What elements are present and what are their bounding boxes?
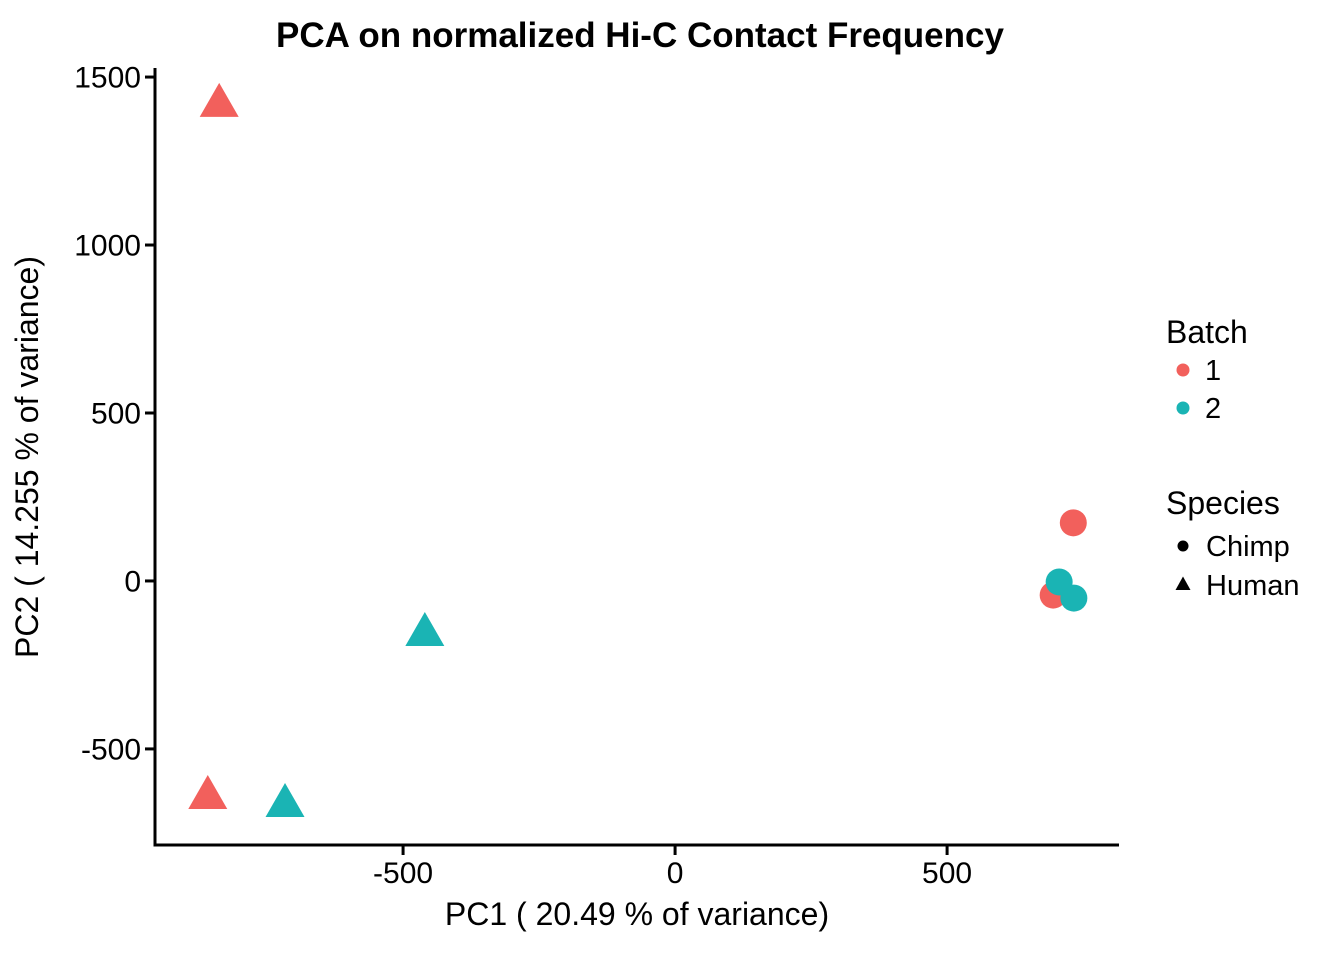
- axis-lines: [153, 68, 1119, 847]
- point-chimp-batch-1: [1059, 509, 1087, 537]
- legend-chimp-circle-icon: [1177, 540, 1189, 552]
- point-human-batch-1: [199, 82, 239, 117]
- chart-title: PCA on normalized Hi-C Contact Frequency: [276, 16, 1004, 55]
- y-tick-label: 500: [91, 397, 141, 430]
- x-tick-label: 0: [667, 857, 684, 890]
- legend-human-triangle-icon: [1175, 576, 1191, 590]
- axes: [153, 68, 1119, 847]
- legend-batch-title: Batch: [1166, 314, 1248, 350]
- x-tick-label: 500: [922, 857, 972, 890]
- legend-species-title: Species: [1166, 485, 1280, 521]
- data-points: [188, 82, 1088, 818]
- axis-ticks: -500 0 500 -500 0 500 1000 1500: [74, 62, 972, 890]
- legend-batch-item-2-label: 2: [1205, 393, 1221, 425]
- legend-batch-item-1-label: 1: [1205, 355, 1221, 387]
- y-tick-label: 0: [124, 565, 141, 598]
- point-human-batch-2: [265, 783, 305, 818]
- legend-species-item-chimp-label: Chimp: [1206, 531, 1290, 563]
- y-tick-label: 1500: [74, 62, 141, 95]
- legend-batch-1-swatch: [1176, 363, 1190, 377]
- point-human-batch-1: [188, 774, 228, 809]
- legend-batch-2-swatch: [1176, 401, 1190, 415]
- point-human-batch-2: [405, 612, 445, 647]
- legend-markers: [1175, 363, 1191, 590]
- x-tick-label: -500: [373, 857, 433, 890]
- y-axis-label: PC2 ( 14.255 % of variance): [9, 256, 45, 658]
- x-axis-label: PC1 ( 20.49 % of variance): [445, 896, 829, 932]
- point-chimp-batch-2: [1060, 584, 1088, 612]
- legend-species-item-human-label: Human: [1206, 570, 1300, 602]
- y-tick-label: 1000: [74, 230, 141, 263]
- y-tick-label: -500: [81, 733, 141, 766]
